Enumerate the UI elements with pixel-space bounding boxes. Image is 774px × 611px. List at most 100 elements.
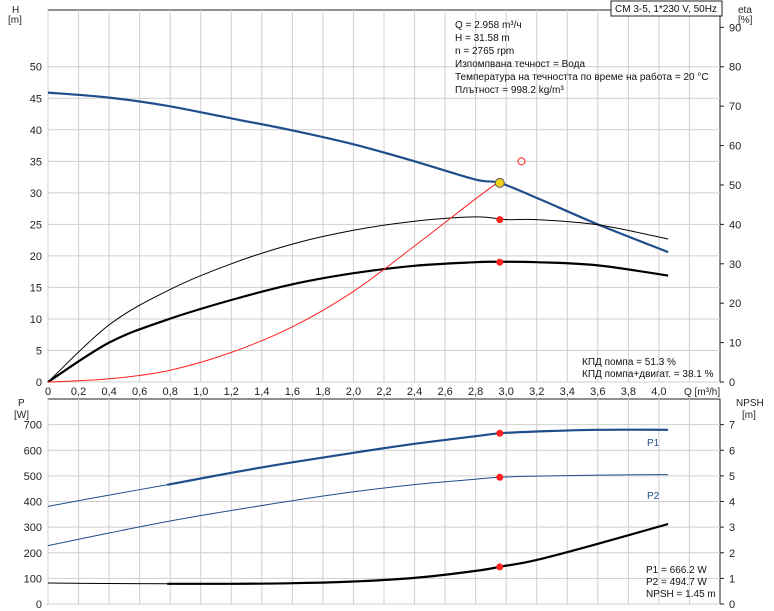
left-axis-label: H [12, 5, 19, 16]
series-line-0-0 [47, 91, 669, 254]
series-line-1-4 [47, 582, 168, 585]
left-tick-label: 40 [30, 125, 42, 137]
right-tick-label: 6 [729, 445, 735, 457]
x-tick-label: 1,2 [224, 386, 239, 398]
info-line-density: Плътност = 998.2 kg/m³ [455, 85, 564, 96]
left-axis-unit: [m] [8, 15, 22, 26]
right-tick-label: 1 [729, 573, 735, 585]
left-tick-label: 0 [36, 377, 42, 389]
top-markers [494, 157, 526, 266]
right-tick-label: 60 [729, 141, 741, 153]
series-line-1-1 [47, 484, 168, 507]
right-tick-label: 0 [729, 377, 735, 389]
operating-point-dot [496, 429, 504, 437]
power-readout-block: P1 = 666.2 W P2 = 494.7 W NPSH = 1.45 m [646, 565, 716, 600]
right-tick-label: 70 [729, 101, 741, 113]
duty-point-marker [494, 177, 505, 188]
left-tick-label: 400 [24, 497, 42, 509]
x-tick-label: 2,6 [437, 386, 452, 398]
series-line-1-0 [166, 428, 669, 486]
top-series [47, 91, 669, 383]
head-efficiency-chart: 0 5 10 15 20 25 30 35 40 45 50 0 10 20 30 40 50 60 70 80 90 0… [8, 0, 753, 398]
eff-pump-text: КПД помпа = 51.3 % [582, 357, 676, 368]
info-line-flow: Q = 2.958 m³/ч [455, 20, 522, 31]
x-tick-label: 0 [45, 386, 51, 398]
x-tick-label: 0,6 [132, 386, 147, 398]
right-tick-label: 90 [729, 22, 741, 34]
top-grid [47, 10, 720, 383]
power-axis-label: P [18, 398, 25, 409]
p2-series-label: P2 [647, 491, 660, 502]
series-line-1-2 [47, 474, 669, 547]
operating-point-dot [496, 473, 504, 481]
bottom-ticks: 0 100 200 300 400 500 600 700 0 1 2 3 4 5 6 7 [24, 420, 735, 611]
right-tick-label: 50 [729, 180, 741, 192]
left-tick-label: 5 [36, 345, 42, 357]
left-tick-label: 100 [24, 573, 42, 585]
operating-point-dot [496, 563, 504, 571]
x-tick-label: 3,4 [560, 386, 575, 398]
right-axis-unit: [%] [738, 15, 753, 26]
p2-readout: P2 = 494.7 W [646, 577, 707, 588]
x-tick-label: 3,6 [590, 386, 605, 398]
efficiency-optimum-marker [517, 157, 526, 166]
bottom-markers [496, 429, 504, 571]
right-tick-label: 4 [729, 497, 735, 509]
npsh-axis-unit: [m] [742, 410, 756, 421]
p1-readout: P1 = 666.2 W [646, 565, 707, 576]
right-tick-label: 20 [729, 298, 741, 310]
left-tick-label: 300 [24, 522, 42, 534]
right-tick-label: 0 [729, 599, 735, 611]
left-tick-label: 50 [30, 62, 42, 74]
left-tick-label: 500 [24, 471, 42, 483]
power-npsh-chart: 0 100 200 300 400 500 600 700 0 1 2 3 4 5 6 7 P [W] NPS… [14, 398, 764, 611]
info-block: Q = 2.958 m³/ч H = 31.58 m n = 2765 rpm … [455, 20, 709, 96]
right-tick-label: 5 [729, 471, 735, 483]
left-tick-label: 20 [30, 251, 42, 263]
x-tick-label: 0,4 [101, 386, 116, 398]
left-tick-label: 45 [30, 93, 42, 105]
x-tick-label: 2,0 [346, 386, 361, 398]
power-axis-unit: [W] [14, 410, 29, 421]
right-tick-label: 30 [729, 259, 741, 271]
info-line-temperature: Температура на течността по време на раб… [455, 71, 709, 83]
series-line-1-3 [167, 522, 669, 585]
npsh-axis-label: NPSH [736, 398, 764, 409]
x-tick-label: 2,8 [468, 386, 483, 398]
x-tick-label: 3,8 [621, 386, 636, 398]
top-ticks: 0 5 10 15 20 25 30 35 40 45 50 0 10 20 30 40 50 60 70 80 90 0… [30, 22, 742, 398]
right-tick-label: 7 [729, 420, 735, 432]
x-tick-label: 0,8 [163, 386, 178, 398]
operating-point-dot [496, 258, 504, 266]
p1-series-label: P1 [647, 438, 660, 449]
series-line-0-2 [47, 260, 669, 383]
bottom-grid [47, 399, 720, 605]
left-tick-label: 200 [24, 548, 42, 560]
right-tick-label: 40 [729, 219, 741, 231]
x-tick-label: 1,0 [193, 386, 208, 398]
left-tick-label: 35 [30, 156, 42, 168]
right-tick-label: 80 [729, 62, 741, 74]
series-line-0-1 [47, 216, 669, 383]
x-tick-label: 2,2 [376, 386, 391, 398]
right-tick-label: 3 [729, 522, 735, 534]
x-tick-label: 3,2 [529, 386, 544, 398]
right-axis-label: eta [738, 5, 752, 16]
x-tick-label: 2,4 [407, 386, 422, 398]
series-line-0-3 [47, 180, 501, 383]
efficiency-block: КПД помпа = 51.3 % КПД помпа+двигат. = 3… [582, 357, 714, 380]
eff-total-text: КПД помпа+двигат. = 38.1 % [582, 369, 714, 380]
right-tick-label: 10 [729, 338, 741, 350]
left-tick-label: 700 [24, 420, 42, 432]
right-tick-label: 2 [729, 548, 735, 560]
left-tick-label: 25 [30, 219, 42, 231]
left-tick-label: 600 [24, 445, 42, 457]
title-box-text: CM 3-5, 1*230 V, 50Hz [615, 4, 717, 15]
npsh-readout: NPSH = 1.45 m [646, 589, 716, 600]
x-tick-label: 0,2 [71, 386, 86, 398]
left-tick-label: 30 [30, 188, 42, 200]
info-line-liquid: Изпомпвана течност = Вода [455, 59, 585, 70]
operating-point-dot [496, 216, 504, 224]
left-tick-label: 10 [30, 314, 42, 326]
